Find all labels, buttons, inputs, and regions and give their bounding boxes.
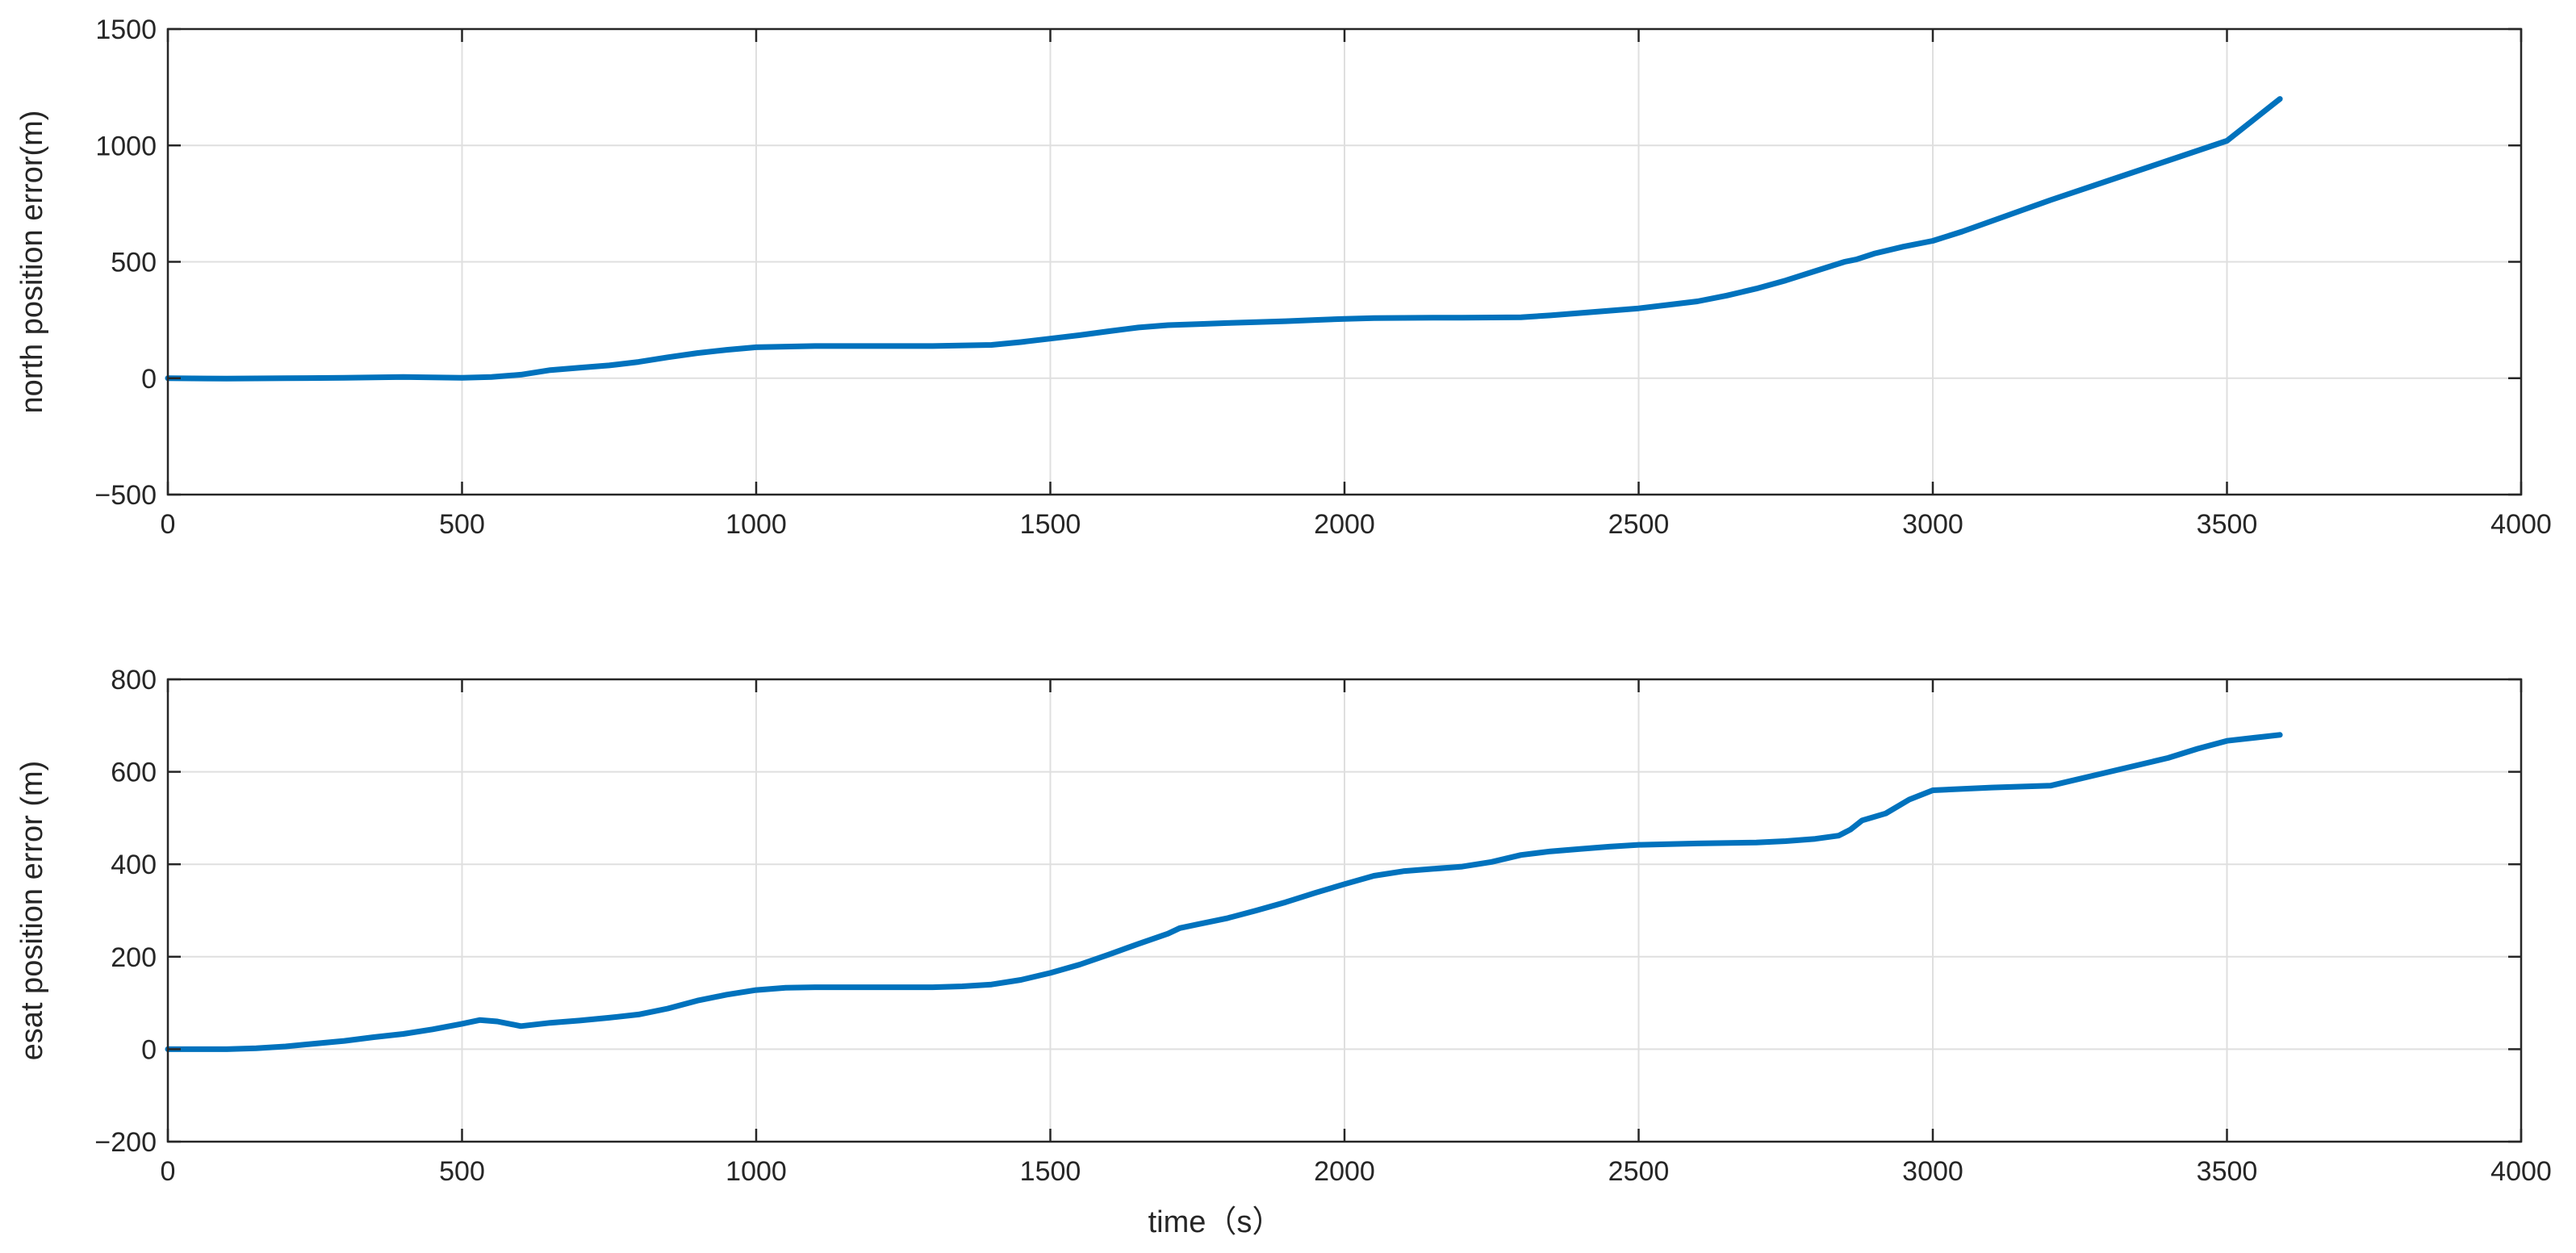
x-tick-label: 500 bbox=[439, 1156, 485, 1187]
y-tick-label: 400 bbox=[111, 850, 157, 880]
x-tick-label: 1500 bbox=[1020, 1156, 1081, 1187]
x-tick-label: 3000 bbox=[1902, 509, 1963, 540]
north-position-error-chart: 0 500 1000 1500 2000 2500 3000 3500 4000−5000500… bbox=[15, 15, 2552, 540]
x-tick-label: 4000 bbox=[2490, 1156, 2552, 1187]
series-line-0 bbox=[165, 96, 2283, 382]
x-tick-label: 2000 bbox=[1314, 509, 1375, 540]
x-tick-label: 2000 bbox=[1314, 1156, 1375, 1187]
y-axis-label: esat position error (m) bbox=[15, 761, 49, 1061]
x-tick-label: 1000 bbox=[726, 1156, 787, 1187]
y-tick-label: 200 bbox=[111, 942, 157, 973]
x-tick-label: 4000 bbox=[2490, 509, 2552, 540]
x-tick-label: 0 bbox=[161, 1156, 176, 1187]
x-tick-label: 3500 bbox=[2197, 1156, 2258, 1187]
y-tick-label: 0 bbox=[141, 364, 157, 395]
y-axis-label: north position error(m) bbox=[15, 111, 49, 414]
east-position-error-chart: 0 500 1000 1500 2000 2500 3000 3500 4000−2000200… bbox=[15, 665, 2552, 1239]
x-tick-label: 1000 bbox=[726, 509, 787, 540]
y-tick-label: 800 bbox=[111, 665, 157, 695]
x-tick-label: 2500 bbox=[1608, 509, 1670, 540]
y-tick-label: 0 bbox=[141, 1034, 157, 1065]
x-tick-label: 2500 bbox=[1608, 1156, 1670, 1187]
x-tick-label: 1500 bbox=[1020, 509, 1081, 540]
x-tick-label: 3500 bbox=[2197, 509, 2258, 540]
x-tick-label: 0 bbox=[161, 509, 176, 540]
y-tick-label: 1000 bbox=[95, 131, 157, 161]
x-tick-label: 3000 bbox=[1902, 1156, 1963, 1187]
y-tick-label: −500 bbox=[94, 480, 157, 511]
y-tick-label: 600 bbox=[111, 758, 157, 788]
x-axis-label: time（s） bbox=[1148, 1205, 1283, 1239]
y-tick-label: 500 bbox=[111, 248, 157, 278]
y-tick-label: 1500 bbox=[95, 15, 157, 45]
x-tick-label: 500 bbox=[439, 509, 485, 540]
y-tick-label: −200 bbox=[94, 1127, 157, 1158]
series-line-0 bbox=[165, 732, 2283, 1052]
